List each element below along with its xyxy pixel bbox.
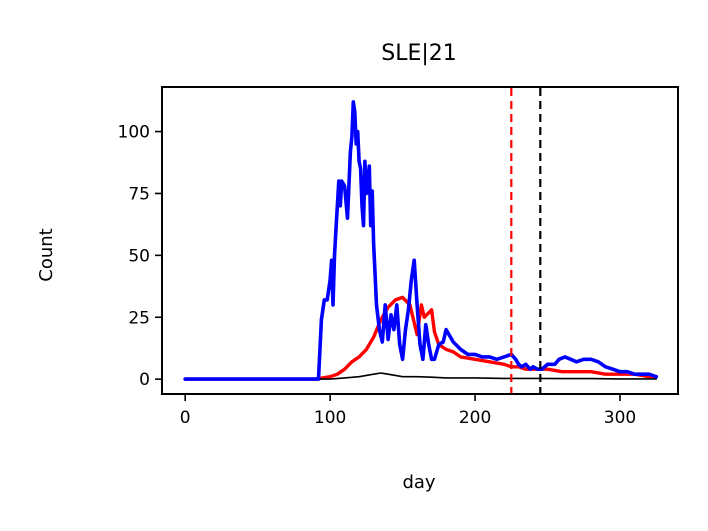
x-tick-label: 200 — [459, 408, 491, 428]
plot-frame — [161, 86, 679, 395]
y-axis-label: Count — [36, 228, 57, 281]
chart-title: SLE|21 — [381, 41, 457, 66]
y-tick-label: 75 — [128, 184, 150, 204]
y-tick-label: 50 — [128, 246, 150, 266]
y-tick-label: 100 — [118, 123, 150, 143]
series-line-2 — [183, 100, 659, 381]
y-tick-label: 25 — [128, 308, 150, 328]
plot-area — [183, 88, 659, 393]
y-axis: 0 25 50 75 100 — [118, 123, 162, 390]
x-axis-label: day — [402, 472, 435, 493]
x-tick-label: 0 — [180, 408, 191, 428]
y-tick-label: 0 — [139, 370, 150, 390]
series-line-1 — [184, 372, 658, 380]
x-tick-label: 100 — [314, 408, 346, 428]
x-axis: 0 100 200 300 — [180, 394, 636, 428]
x-tick-label: 300 — [604, 408, 636, 428]
